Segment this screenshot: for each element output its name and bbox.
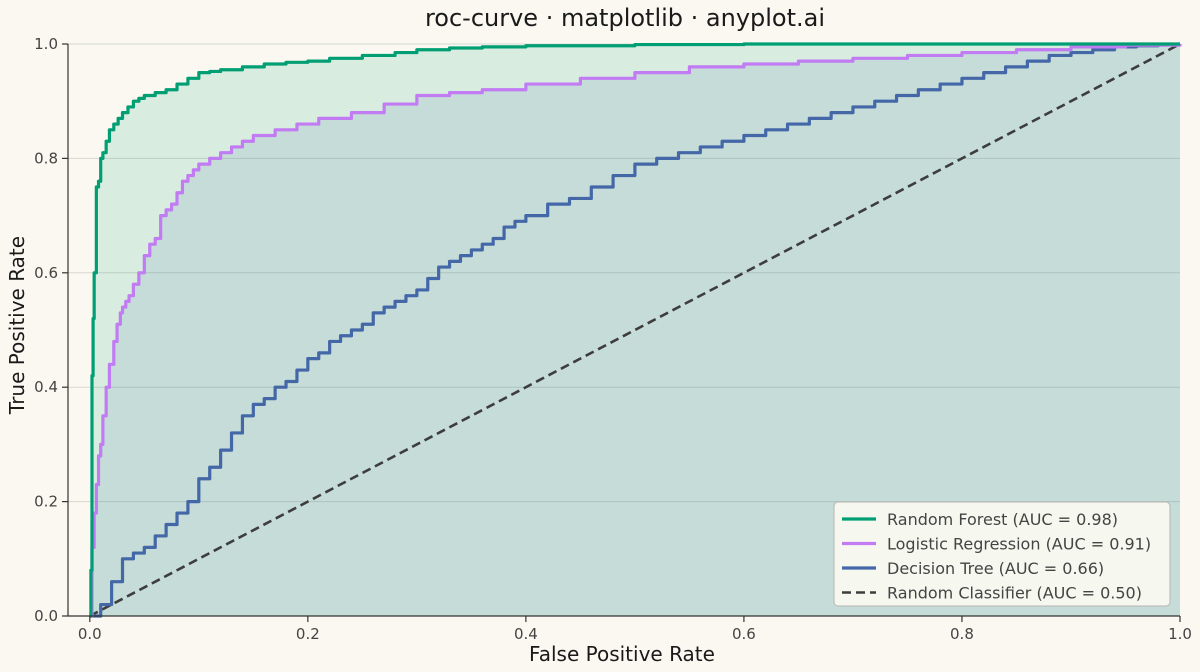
legend-item-logistic-regression-label: Logistic Regression (AUC = 0.91) <box>887 535 1151 554</box>
legend-item-random-forest: Random Forest (AUC = 0.98) <box>842 510 1118 529</box>
x-tick-label-2: 0.4 <box>514 625 538 643</box>
legend-box <box>833 501 1171 607</box>
x-tick-label-5: 1.0 <box>1168 625 1192 643</box>
x-tick-label-3: 0.6 <box>732 625 756 643</box>
series-line-logistic-regression <box>89 43 1182 618</box>
y-axis-title: True Positive Rate <box>5 236 29 415</box>
legend-item-random-classifier-label: Random Classifier (AUC = 0.50) <box>887 584 1142 603</box>
chart-title: roc-curve · matplotlib · anyplot.ai <box>425 4 825 32</box>
y-tick-label-4: 0.8 <box>34 149 58 167</box>
y-tick-label-1: 0.2 <box>34 493 58 511</box>
legend-item-logistic-regression: Logistic Regression (AUC = 0.91) <box>842 535 1151 554</box>
legend-item-decision-tree-label: Decision Tree (AUC = 0.66) <box>887 559 1104 578</box>
series-line-decision-tree <box>89 42 1182 618</box>
x-tick-label-4: 0.8 <box>950 625 974 643</box>
legend-item-random-classifier: Random Classifier (AUC = 0.50) <box>842 584 1142 603</box>
legend: Random Forest (AUC = 0.98) Logistic Regre… <box>833 501 1171 607</box>
x-tick-label-1: 0.2 <box>296 625 320 643</box>
legend-item-decision-tree: Decision Tree (AUC = 0.66) <box>842 559 1104 578</box>
y-tick-label-2: 0.4 <box>34 378 58 396</box>
y-tick-label-0: 0.0 <box>34 607 58 625</box>
area-fill-random-forest <box>89 44 1180 616</box>
area-fill-logistic-regression <box>89 44 1180 616</box>
y-tick-label-3: 0.6 <box>34 264 58 282</box>
series-line-random-forest <box>89 42 1180 618</box>
series-line-random-classifier <box>89 42 1181 618</box>
y-tick-label-5: 1.0 <box>34 35 58 53</box>
x-tick-label-0: 0.0 <box>78 625 102 643</box>
x-axis-title: False Positive Rate <box>529 642 715 666</box>
legend-item-random-forest-label: Random Forest (AUC = 0.98) <box>887 510 1118 529</box>
